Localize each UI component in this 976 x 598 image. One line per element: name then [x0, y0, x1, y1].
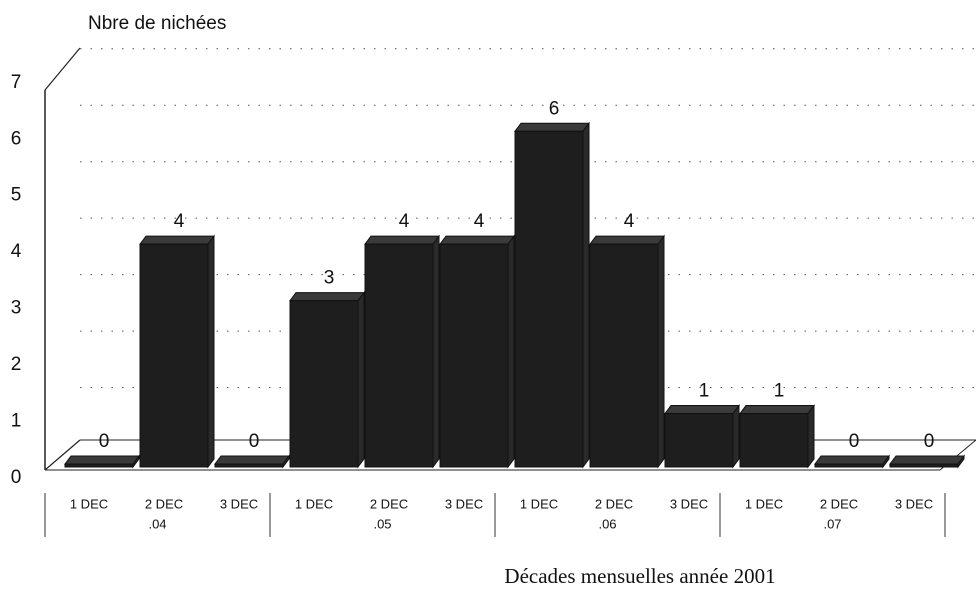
bar-face [207, 234, 215, 469]
bar [439, 234, 515, 469]
data-label: 6 [549, 98, 560, 119]
x-tick-label: 1 DEC [520, 496, 558, 511]
bar-face [289, 292, 365, 302]
bar-face [364, 243, 434, 468]
x-tick-label: 3 DEC [895, 496, 933, 511]
data-label: 4 [474, 211, 485, 232]
x-axis-title: Décades mensuelles année 2001 [504, 564, 775, 588]
bar-face [64, 463, 134, 468]
bar [739, 404, 815, 469]
bar [364, 234, 440, 469]
bar-face [739, 413, 809, 468]
bar-face [357, 291, 365, 469]
data-label: 4 [174, 211, 185, 232]
bar-face [364, 235, 440, 245]
bar [289, 291, 365, 469]
x-tick-label: 2 DEC [820, 496, 858, 511]
x-tick-label: 1 DEC [70, 496, 108, 511]
bar-face [657, 234, 665, 469]
group-label: .04 [148, 516, 166, 531]
bar-face [514, 122, 590, 132]
bar-face [732, 404, 740, 469]
y-tick-label: 4 [11, 241, 22, 262]
bar-face [507, 234, 515, 469]
y-tick-label: 0 [11, 467, 22, 488]
y-tick-label: 1 [11, 411, 22, 432]
x-tick-label: 2 DEC [595, 496, 633, 511]
bar [664, 404, 740, 469]
bar-face [214, 455, 290, 465]
floor-edge [44, 439, 81, 471]
bar-face [214, 463, 284, 468]
group-label: .07 [823, 516, 841, 531]
bar-face [739, 405, 815, 415]
y-tick-label: 3 [11, 298, 22, 319]
bar-face [439, 235, 515, 245]
bar [64, 454, 140, 469]
data-label: 1 [699, 381, 710, 402]
data-label: 3 [324, 268, 335, 289]
x-tick-label: 3 DEC [445, 496, 483, 511]
x-tick-label: 1 DEC [745, 496, 783, 511]
y-tick-label: 7 [11, 72, 22, 93]
x-tick-label: 3 DEC [670, 496, 708, 511]
bar-face [889, 463, 959, 468]
left-wall-top [44, 47, 81, 91]
bar-face [432, 234, 440, 469]
bar-face [664, 405, 740, 415]
bar-face [289, 300, 359, 468]
x-tick-label: 3 DEC [220, 496, 258, 511]
y-tick-label: 5 [11, 185, 22, 206]
data-label: 0 [924, 431, 935, 452]
data-label: 0 [99, 431, 110, 452]
bar-face [814, 463, 884, 468]
bar [214, 454, 290, 469]
x-tick-label: 2 DEC [145, 496, 183, 511]
x-tick-label: 2 DEC [370, 496, 408, 511]
data-label: 0 [249, 431, 260, 452]
bar-face [64, 455, 140, 465]
data-label: 4 [399, 211, 410, 232]
bar-face [589, 243, 659, 468]
bar [139, 234, 215, 469]
bar-face [814, 455, 890, 465]
data-label: 1 [774, 381, 785, 402]
bar-face [589, 235, 665, 245]
group-label: .05 [373, 516, 391, 531]
bar-face [514, 130, 584, 468]
y-axis-title: Nbre de nichées [88, 13, 226, 34]
y-tick-label: 2 [11, 354, 22, 375]
x-tick-label: 1 DEC [295, 496, 333, 511]
bar-face [439, 243, 509, 468]
bar [814, 454, 890, 469]
data-label: 4 [624, 211, 635, 232]
bar-face [582, 121, 590, 469]
data-label: 0 [849, 431, 860, 452]
bar-face [139, 235, 215, 245]
y-tick-label: 6 [11, 128, 22, 149]
bar [589, 234, 665, 469]
bar [514, 121, 590, 469]
bar-face [664, 413, 734, 468]
bar-face [889, 455, 965, 465]
bar-face [807, 404, 815, 469]
group-label: .06 [598, 516, 616, 531]
bar [889, 454, 965, 469]
bar-face [139, 243, 209, 468]
